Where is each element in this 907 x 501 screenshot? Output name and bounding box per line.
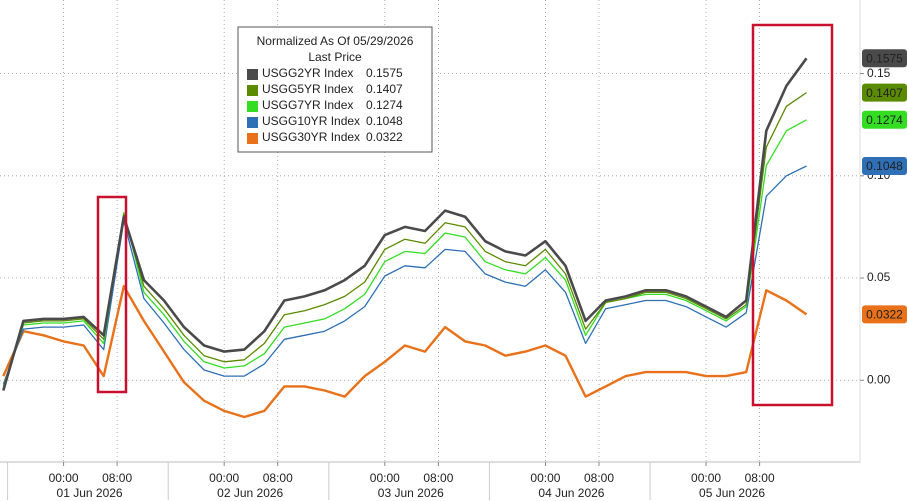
series-line bbox=[2, 285, 808, 419]
legend-swatch bbox=[247, 101, 258, 112]
last-price-tag bbox=[862, 83, 907, 102]
x-tick-label: 08:00 bbox=[423, 471, 453, 485]
y-tick-label: 0.15 bbox=[867, 66, 891, 80]
series-line bbox=[2, 119, 807, 387]
highlight-box bbox=[96, 195, 128, 394]
legend-swatch bbox=[247, 85, 258, 96]
legend-value: 0.1048 bbox=[366, 114, 403, 128]
x-day-label: 01 Jun 2026 bbox=[57, 486, 123, 500]
x-tick-label: 08:00 bbox=[584, 471, 614, 485]
last-price-tag bbox=[862, 49, 907, 68]
last-price-tag bbox=[862, 156, 907, 175]
x-tick-label: 08:00 bbox=[745, 471, 775, 485]
last-price-label: 0.1274 bbox=[866, 113, 903, 127]
x-tick-label: 08:00 bbox=[102, 471, 132, 485]
legend-swatch bbox=[247, 69, 258, 80]
legend-value: 0.1274 bbox=[366, 98, 403, 112]
last-price-label: 0.1048 bbox=[866, 159, 903, 173]
x-day-label: 04 Jun 2026 bbox=[538, 486, 604, 500]
series-line bbox=[2, 165, 807, 385]
x-day-label: 03 Jun 2026 bbox=[378, 486, 444, 500]
x-tick-label: 00:00 bbox=[370, 471, 400, 485]
y-tick-label: 0.00 bbox=[867, 372, 891, 386]
x-day-label: 02 Jun 2026 bbox=[217, 486, 283, 500]
x-day-label: 05 Jun 2026 bbox=[699, 486, 765, 500]
last-price-label: 0.1575 bbox=[866, 51, 903, 65]
legend-swatch bbox=[247, 117, 258, 128]
y-tick-label: 0.05 bbox=[867, 270, 891, 284]
last-price-tag bbox=[862, 110, 907, 129]
series-line bbox=[2, 57, 808, 391]
last-price-label: 0.1407 bbox=[866, 86, 903, 100]
legend-value: 0.1407 bbox=[366, 82, 403, 96]
legend-value: 0.1575 bbox=[366, 66, 403, 80]
highlight-box bbox=[751, 23, 834, 407]
legend-value: 0.0322 bbox=[366, 130, 403, 144]
legend-label: USGG7YR Index bbox=[262, 98, 353, 112]
legend-subtitle: Last Price bbox=[308, 50, 362, 64]
x-tick-label: 00:00 bbox=[530, 471, 560, 485]
x-tick-label: 00:00 bbox=[691, 471, 721, 485]
x-tick-label: 00:00 bbox=[209, 471, 239, 485]
legend-label: USGG5YR Index bbox=[262, 82, 353, 96]
legend: Normalized As Of 05/29/2026 Last Price U… bbox=[237, 26, 433, 153]
legend-swatch bbox=[247, 133, 258, 144]
legend-label: USGG2YR Index bbox=[262, 66, 353, 80]
x-tick-label: 00:00 bbox=[49, 471, 79, 485]
legend-label: USGG30YR Index bbox=[262, 130, 360, 144]
legend-title: Normalized As Of 05/29/2026 bbox=[257, 34, 414, 48]
last-price-label: 0.0322 bbox=[866, 308, 903, 322]
line-layer bbox=[2, 57, 808, 419]
last-price-tag bbox=[862, 305, 907, 324]
x-tick-label: 08:00 bbox=[263, 471, 293, 485]
legend-box bbox=[237, 26, 433, 153]
grid-layer bbox=[0, 0, 860, 462]
legend-label: USGG10YR Index bbox=[262, 114, 360, 128]
